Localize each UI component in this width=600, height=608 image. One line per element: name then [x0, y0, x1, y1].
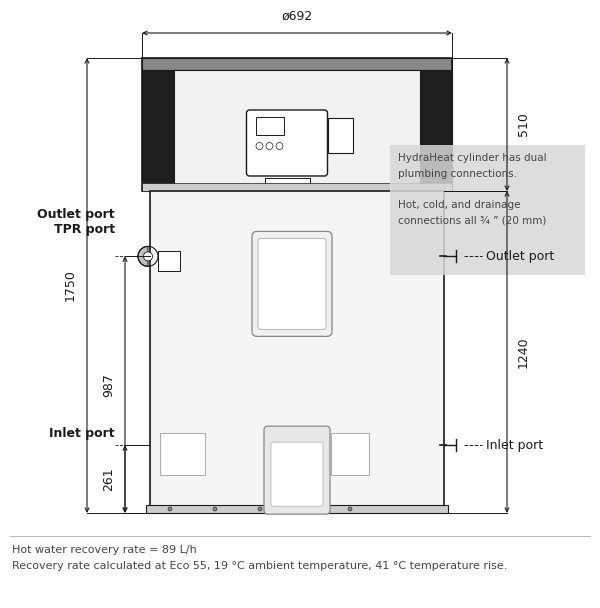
- Bar: [174, 70, 420, 191]
- FancyBboxPatch shape: [247, 110, 328, 176]
- Text: Outlet port: Outlet port: [486, 250, 554, 263]
- FancyBboxPatch shape: [252, 232, 332, 336]
- Text: Outlet port
TPR port: Outlet port TPR port: [37, 209, 115, 237]
- Bar: [142, 58, 452, 70]
- Text: 1240: 1240: [517, 336, 530, 368]
- Wedge shape: [138, 246, 148, 266]
- Circle shape: [276, 142, 283, 150]
- Circle shape: [168, 507, 172, 511]
- FancyBboxPatch shape: [258, 238, 326, 330]
- Text: Inlet port: Inlet port: [486, 438, 543, 452]
- Bar: [158, 251, 180, 271]
- Bar: [265, 178, 310, 190]
- Bar: [160, 433, 205, 475]
- Text: 261: 261: [102, 468, 115, 491]
- Bar: [142, 58, 452, 191]
- Text: 1750: 1750: [64, 269, 77, 302]
- Circle shape: [256, 142, 263, 150]
- Circle shape: [303, 507, 307, 511]
- FancyBboxPatch shape: [264, 426, 330, 514]
- Bar: [142, 183, 452, 191]
- Text: HydraHeat cylinder has dual
plumbing connections.

Hot, cold, and drainage
conne: HydraHeat cylinder has dual plumbing con…: [398, 153, 547, 226]
- Bar: [150, 191, 444, 513]
- Text: Inlet port: Inlet port: [49, 427, 115, 440]
- Text: 510: 510: [517, 112, 530, 136]
- Circle shape: [258, 507, 262, 511]
- Circle shape: [348, 507, 352, 511]
- Bar: [331, 433, 369, 475]
- Bar: [390, 145, 585, 275]
- Text: Hot water recovery rate = 89 L/h: Hot water recovery rate = 89 L/h: [12, 545, 197, 555]
- Bar: [146, 505, 448, 513]
- Bar: [328, 118, 353, 153]
- Circle shape: [213, 507, 217, 511]
- Circle shape: [143, 252, 152, 261]
- Bar: [420, 70, 452, 191]
- Text: 987: 987: [102, 373, 115, 396]
- FancyBboxPatch shape: [271, 442, 323, 506]
- Bar: [142, 70, 174, 191]
- Text: Recovery rate calculated at Eco 55, 19 °C ambient temperature, 41 °C temperature: Recovery rate calculated at Eco 55, 19 °…: [12, 561, 508, 571]
- Text: ø692: ø692: [281, 10, 313, 23]
- Circle shape: [266, 142, 273, 150]
- Bar: [256, 117, 284, 135]
